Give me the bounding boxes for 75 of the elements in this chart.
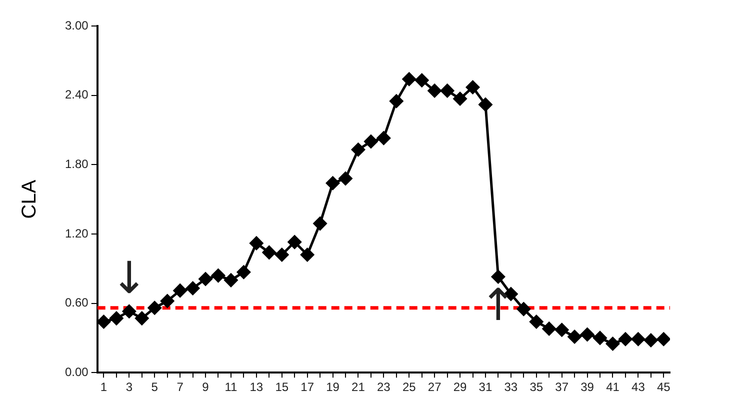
y-tick-label: 2.40 — [64, 88, 89, 102]
point — [122, 304, 136, 318]
x-tick-label: 35 — [530, 380, 544, 394]
y-tick-label: 1.80 — [64, 156, 89, 171]
annotation: ↓ — [110, 252, 148, 304]
point — [606, 336, 620, 350]
x-tick-label: 33 — [504, 380, 518, 394]
point — [593, 331, 607, 345]
x-tick-label: 13 — [250, 380, 264, 394]
point — [351, 142, 365, 156]
point — [440, 84, 454, 98]
point — [428, 84, 442, 98]
x-tick-label: 17 — [300, 380, 314, 394]
x-tick-label: 7 — [176, 380, 184, 394]
x-tick-label: 31 — [478, 380, 492, 394]
x-tick-label: 27 — [428, 380, 442, 394]
point — [542, 322, 556, 336]
point — [516, 302, 530, 316]
x-tick-label: 29 — [453, 380, 468, 394]
point — [364, 134, 378, 148]
x-tick-label: 15 — [275, 380, 289, 394]
x-tick-label: 3 — [126, 380, 133, 394]
point — [110, 312, 124, 326]
point — [198, 272, 212, 286]
point — [97, 315, 110, 329]
point — [453, 92, 467, 106]
y-tick-label: 3.00 — [64, 18, 89, 32]
y-tick-label: 0.60 — [64, 296, 89, 310]
point — [478, 98, 492, 112]
x-tick-label: 19 — [326, 380, 340, 394]
x-tick-label: 43 — [632, 380, 646, 394]
point — [288, 235, 302, 249]
point — [555, 323, 569, 337]
x-tick-label: 1 — [100, 380, 108, 394]
point — [250, 236, 264, 250]
point — [580, 328, 594, 342]
point — [568, 330, 582, 344]
point — [618, 332, 632, 346]
point — [186, 282, 200, 296]
x-tick-label: 25 — [402, 380, 416, 394]
point — [300, 248, 314, 262]
point — [530, 315, 544, 329]
point — [491, 270, 505, 284]
y-tick-label: 0.00 — [64, 364, 89, 379]
point — [148, 301, 162, 315]
point — [211, 268, 225, 282]
point — [326, 176, 340, 190]
point — [631, 332, 645, 346]
x-tick-label: 37 — [555, 380, 569, 394]
point — [135, 312, 149, 326]
point — [376, 131, 390, 145]
y-axis-title: CLA — [18, 179, 41, 219]
point — [415, 74, 429, 88]
point — [275, 248, 289, 262]
x-tick-label: 45 — [656, 380, 671, 394]
y-tick-label: 1.20 — [64, 226, 89, 240]
point — [262, 246, 276, 260]
point — [313, 216, 327, 230]
point — [236, 265, 250, 279]
x-tick-label: 9 — [202, 380, 210, 394]
x-tick-label: 23 — [377, 380, 391, 394]
point — [173, 284, 187, 298]
point — [160, 294, 174, 308]
point — [338, 172, 352, 186]
point — [390, 94, 404, 108]
x-tick-label: 11 — [224, 380, 238, 394]
point — [224, 273, 238, 287]
point — [402, 72, 416, 86]
point — [656, 332, 670, 346]
point — [644, 334, 658, 347]
x-tick-label: 5 — [151, 380, 158, 394]
x-tick-label: 39 — [580, 380, 594, 394]
point — [466, 80, 480, 94]
x-tick-label: 21 — [352, 380, 366, 394]
x-tick-label: 41 — [606, 380, 620, 394]
